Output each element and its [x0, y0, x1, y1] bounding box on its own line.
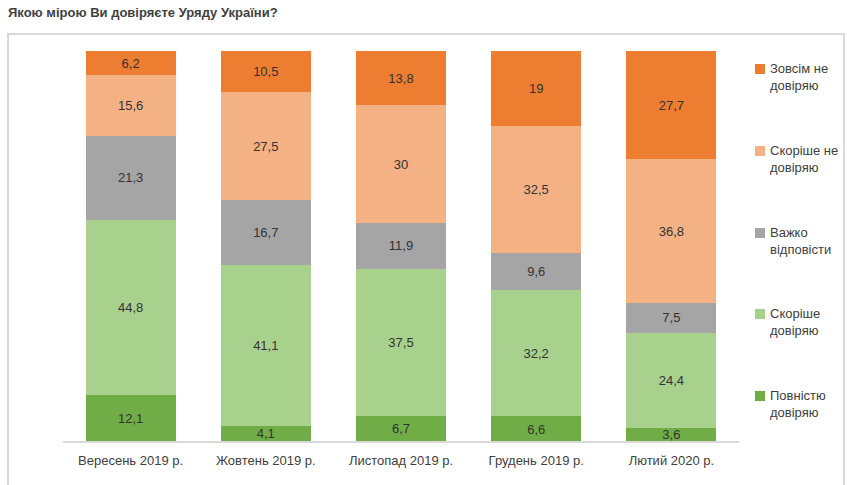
bar-slot-4: 27,7 36,8 7,5 24,4 3,6 — [604, 50, 739, 442]
bar-slot-3: 19 32,5 9,6 32,2 6,6 — [469, 50, 604, 442]
segment-value-label: 24,4 — [659, 374, 684, 387]
bar-segment: 37,5 — [356, 269, 446, 416]
segment-value-label: 36,8 — [659, 225, 684, 238]
bar-segment: 13,8 — [356, 51, 446, 105]
segment-value-label: 11,9 — [389, 239, 413, 252]
legend-item-0: Зовсім не довіряю — [755, 61, 844, 95]
bar-segment: 4,1 — [221, 426, 311, 442]
legend-label: Скоріше не довіряю — [770, 143, 844, 177]
legend-item-4: Повністю довіряю — [755, 388, 844, 422]
bar-segment: 3,6 — [626, 428, 716, 442]
x-axis-label: Вересень 2019 р. — [63, 453, 198, 468]
segment-value-label: 27,7 — [659, 99, 684, 112]
legend-item-2: Важко відповісти — [755, 225, 844, 259]
segment-value-label: 19 — [529, 82, 543, 95]
segment-value-label: 16,7 — [253, 226, 278, 239]
bar-segment: 32,2 — [491, 290, 581, 416]
segment-value-label: 32,5 — [524, 183, 549, 196]
legend-swatch-icon — [755, 146, 765, 156]
chart-area: 6,2 15,6 21,3 44,8 12,1 10,5 27,5 16,7 41,1 4,1 13… — [7, 33, 845, 485]
bar-segment: 27,5 — [221, 92, 311, 200]
bar-segment: 21,3 — [86, 136, 176, 219]
bar-segment: 12,1 — [86, 395, 176, 442]
bar-segment: 10,5 — [221, 51, 311, 92]
segment-value-label: 37,5 — [388, 336, 413, 349]
bar-segment: 6,6 — [491, 416, 581, 442]
x-axis-label: Листопад 2019 р. — [333, 453, 468, 468]
segment-value-label: 44,8 — [118, 301, 143, 314]
plot-bars: 6,2 15,6 21,3 44,8 12,1 10,5 27,5 16,7 41,1 4,1 13… — [63, 50, 739, 442]
bar-segment: 44,8 — [86, 220, 176, 395]
legend-swatch-icon — [755, 64, 765, 74]
legend-label: Важко відповісти — [770, 225, 844, 259]
segment-value-label: 7,5 — [662, 311, 680, 324]
segment-value-label: 30 — [394, 158, 408, 171]
segment-value-label: 27,5 — [253, 140, 278, 153]
legend-swatch-icon — [755, 391, 765, 401]
bar-segment: 41,1 — [221, 265, 311, 426]
x-axis-line — [63, 441, 739, 443]
segment-value-label: 15,6 — [118, 99, 143, 112]
bar-segment: 7,5 — [626, 303, 716, 332]
x-axis-label: Жовтень 2019 р. — [198, 453, 333, 468]
segment-value-label: 32,2 — [524, 347, 549, 360]
segment-value-label: 12,1 — [118, 412, 143, 425]
x-axis-labels: Вересень 2019 р.Жовтень 2019 р.Листопад … — [63, 453, 739, 468]
bar-segment: 16,7 — [221, 200, 311, 265]
legend: Зовсім не довіряю Скоріше не довіряю Важко… — [755, 35, 845, 485]
segment-value-label: 9,6 — [527, 265, 545, 278]
bar-slot-2: 13,8 30 11,9 37,5 6,7 — [333, 50, 468, 442]
legend-label: Повністю довіряю — [770, 388, 844, 422]
segment-value-label: 13,8 — [388, 72, 413, 85]
bar-segment: 27,7 — [626, 51, 716, 159]
chart-title: Якою мірою Ви довіряєте Уряду України? — [8, 5, 278, 20]
legend-swatch-icon — [755, 228, 765, 238]
segment-value-label: 10,5 — [253, 65, 278, 78]
bar-segment: 24,4 — [626, 333, 716, 428]
segment-value-label: 41,1 — [253, 339, 278, 352]
x-axis-label: Грудень 2019 р. — [469, 453, 604, 468]
chart-page: { "title": "Якою мірою Ви довіряєте Уряд… — [0, 0, 847, 485]
legend-swatch-icon — [755, 309, 765, 319]
bar-segment: 32,5 — [491, 126, 581, 253]
stacked-bar-0: 6,2 15,6 21,3 44,8 12,1 — [86, 51, 176, 442]
segment-value-label: 21,3 — [118, 171, 143, 184]
stacked-bar-2: 13,8 30 11,9 37,5 6,7 — [356, 51, 446, 442]
stacked-bar-4: 27,7 36,8 7,5 24,4 3,6 — [626, 51, 716, 442]
plot-area: 6,2 15,6 21,3 44,8 12,1 10,5 27,5 16,7 41,1 4,1 13… — [63, 50, 739, 442]
stacked-bar-1: 10,5 27,5 16,7 41,1 4,1 — [221, 51, 311, 442]
bar-segment: 6,2 — [86, 51, 176, 75]
stacked-bar-3: 19 32,5 9,6 32,2 6,6 — [491, 51, 581, 442]
legend-label: Зовсім не довіряю — [770, 61, 844, 95]
segment-value-label: 4,1 — [257, 427, 275, 440]
segment-value-label: 6,6 — [527, 423, 545, 436]
bar-segment: 36,8 — [626, 159, 716, 303]
segment-value-label: 6,2 — [122, 57, 140, 70]
legend-label: Скоріше довіряю — [770, 306, 844, 340]
bar-segment: 9,6 — [491, 253, 581, 291]
segment-value-label: 3,6 — [662, 428, 680, 441]
bar-segment: 6,7 — [356, 416, 446, 442]
bar-segment: 30 — [356, 105, 446, 222]
legend-item-3: Скоріше довіряю — [755, 306, 844, 340]
bar-segment: 15,6 — [86, 75, 176, 136]
legend-item-1: Скоріше не довіряю — [755, 143, 844, 177]
segment-value-label: 6,7 — [392, 422, 410, 435]
x-axis-label: Лютий 2020 р. — [604, 453, 739, 468]
bar-slot-1: 10,5 27,5 16,7 41,1 4,1 — [198, 50, 333, 442]
bar-slot-0: 6,2 15,6 21,3 44,8 12,1 — [63, 50, 198, 442]
bar-segment: 11,9 — [356, 223, 446, 270]
bar-segment: 19 — [491, 51, 581, 125]
